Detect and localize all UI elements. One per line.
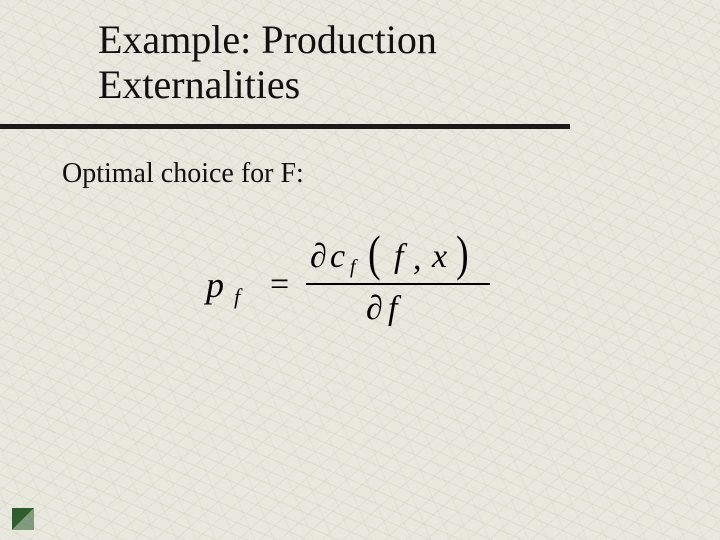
corner-ornament-icon — [12, 508, 34, 530]
eq-p: p — [206, 264, 224, 306]
subheading: Optimal choice for F: — [62, 158, 304, 190]
eq-num-rparen: ) — [456, 224, 468, 282]
eq-num-partial: ∂ — [310, 238, 327, 276]
slide-title: Example: Production Externalities — [98, 18, 437, 108]
eq-p-sub: f — [234, 284, 240, 310]
title-line1: Example: Production — [98, 18, 437, 63]
eq-den-f: f — [388, 290, 397, 328]
eq-num-comma: , — [413, 240, 422, 278]
eq-num-lparen: ( — [368, 224, 380, 282]
eq-num-f: f — [394, 238, 403, 276]
eq-num-x: x — [432, 238, 447, 276]
eq-den-partial: ∂ — [366, 290, 383, 328]
eq-equals: = — [270, 266, 289, 304]
title-underline — [0, 124, 570, 129]
eq-num-csub: f — [350, 256, 356, 279]
eq-num-c: c — [330, 238, 345, 276]
title-line2: Externalities — [98, 63, 437, 108]
equation: p f = ∂ c f ( f , x ) ∂ f — [198, 232, 518, 342]
eq-fraction-bar — [306, 283, 490, 285]
